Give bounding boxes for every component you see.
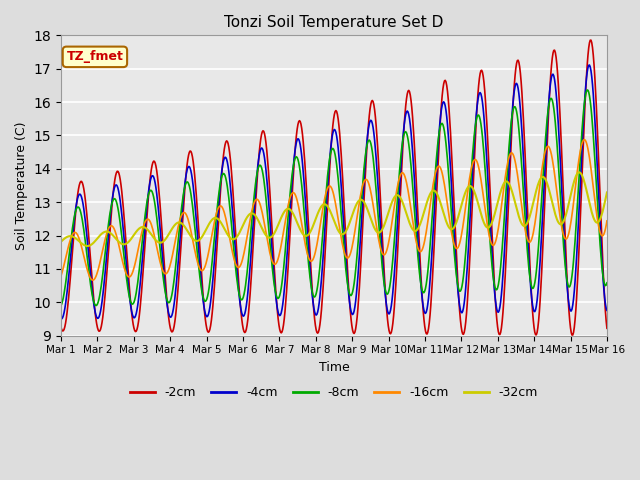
-2cm [124,255,131,261]
-4cm [67,251,75,256]
Legend: -2cm, -4cm, -8cm, -16cm, -32cm: -2cm, -4cm, -8cm, -16cm, -32cm [125,382,543,405]
-32cm [179,222,187,228]
-4cm [179,204,186,210]
-4cm [207,292,215,298]
-16cm [57,273,65,279]
-8cm [124,280,131,286]
-4cm [586,62,593,68]
-16cm [208,230,216,236]
Text: TZ_fmet: TZ_fmet [67,50,124,63]
-2cm [416,259,424,264]
Line: -16cm: -16cm [61,140,607,280]
-16cm [580,137,588,143]
-8cm [603,280,611,286]
-8cm [207,266,215,272]
-16cm [67,235,75,241]
Line: -8cm: -8cm [61,90,607,306]
-2cm [207,318,215,324]
-2cm [401,121,408,127]
X-axis label: Time: Time [319,361,349,374]
-4cm [124,270,131,276]
-8cm [583,87,591,93]
Line: -2cm: -2cm [61,40,607,335]
-32cm [401,206,409,212]
-32cm [208,217,216,223]
-16cm [603,218,611,224]
-4cm [603,308,611,313]
-32cm [84,243,92,249]
Y-axis label: Soil Temperature (C): Soil Temperature (C) [15,121,28,250]
-32cm [575,169,582,175]
-16cm [179,210,187,216]
-4cm [57,316,65,322]
-4cm [401,121,408,127]
-32cm [603,190,611,195]
-8cm [401,131,408,136]
-32cm [417,219,425,225]
-16cm [401,174,409,180]
-16cm [124,274,132,279]
-4cm [416,272,424,278]
-32cm [57,239,65,244]
-32cm [67,233,75,239]
-16cm [417,249,425,254]
-2cm [603,325,611,331]
-8cm [416,276,424,282]
-2cm [67,268,75,274]
-2cm [179,218,186,224]
-2cm [57,324,65,330]
Title: Tonzi Soil Temperature Set D: Tonzi Soil Temperature Set D [224,15,444,30]
-8cm [67,237,75,243]
-2cm [568,332,576,338]
-16cm [89,277,97,283]
Line: -32cm: -32cm [61,172,607,246]
-8cm [57,303,65,309]
-8cm [179,197,186,203]
-32cm [124,240,132,245]
Line: -4cm: -4cm [61,65,607,319]
-2cm [587,37,595,43]
